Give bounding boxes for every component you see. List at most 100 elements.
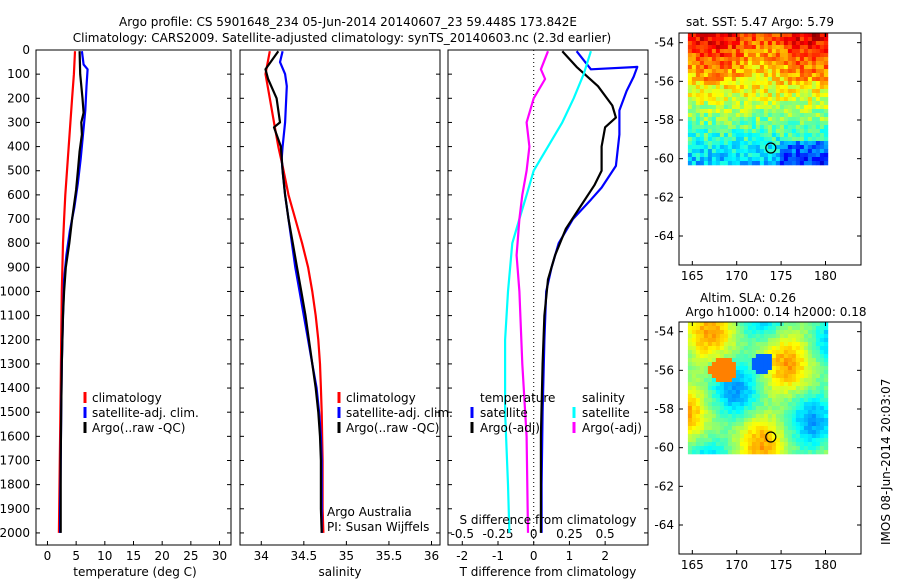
heatmap-cell [727, 65, 733, 70]
heatmap-cell [747, 73, 753, 78]
heatmap-cell [735, 145, 741, 150]
heatmap-cell [727, 410, 733, 415]
heatmap-cell [819, 370, 825, 375]
heatmap-cell [719, 61, 725, 66]
heatmap-cell [803, 398, 809, 403]
heatmap-cell [723, 101, 729, 106]
heatmap-cell [691, 77, 697, 82]
heatmap-cell [731, 145, 737, 150]
heatmap-cell [707, 89, 713, 94]
heatmap-cell [755, 342, 761, 347]
heatmap-cell [723, 129, 729, 134]
heatmap-cell [723, 65, 729, 70]
heatmap-cell [747, 101, 753, 106]
heatmap-cell [699, 53, 705, 58]
heatmap-cell [707, 113, 713, 118]
heatmap-cell [731, 57, 737, 62]
heatmap-cell [767, 149, 773, 154]
heatmap-cell [775, 418, 781, 423]
depth-tick-label: 200 [7, 91, 30, 105]
heatmap-cell [715, 157, 721, 162]
heatmap-cell [819, 390, 825, 395]
heatmap-cell [723, 141, 729, 146]
heatmap-cell [723, 93, 729, 98]
heatmap-cell [787, 334, 793, 339]
heatmap-cell [799, 422, 805, 427]
heatmap-cell [743, 382, 749, 387]
heatmap-cell [731, 105, 737, 110]
heatmap-cell [695, 129, 701, 134]
heatmap-cell [699, 414, 705, 419]
heatmap-cell [767, 414, 773, 419]
heatmap-cell [819, 386, 825, 391]
heatmap-cell [687, 65, 693, 70]
heatmap-cell [739, 149, 745, 154]
heatmap-cell [763, 378, 769, 383]
heatmap-cell [775, 41, 781, 46]
heatmap-cell [723, 422, 729, 427]
heatmap-cell [763, 97, 769, 102]
heatmap-cell [755, 41, 761, 46]
heatmap-cell [707, 101, 713, 106]
heatmap-cell [711, 145, 717, 150]
x-tick-label: 35.5 [376, 549, 403, 563]
heatmap-cell [783, 442, 789, 447]
heatmap-cell [735, 125, 741, 130]
heatmap-cell [811, 414, 817, 419]
heatmap-cell [727, 378, 733, 383]
heatmap-cell [795, 446, 801, 451]
heatmap-cell [783, 418, 789, 423]
heatmap-cell [711, 45, 717, 50]
heatmap-cell [715, 101, 721, 106]
heatmap-cell [747, 386, 753, 391]
heatmap-cell [727, 366, 733, 371]
heatmap-cell [691, 33, 697, 38]
heatmap-cell [691, 358, 697, 363]
heatmap-cell [807, 121, 813, 126]
heatmap-cell [823, 89, 829, 94]
heatmap-cell [771, 446, 777, 451]
heatmap-cell [735, 105, 741, 110]
heatmap-cell [795, 338, 801, 343]
depth-tick-label: 1200 [0, 333, 30, 347]
heatmap-cell [739, 161, 745, 166]
heatmap-cell [747, 326, 753, 331]
heatmap-cell [815, 438, 821, 443]
heatmap-cell [735, 434, 741, 439]
heatmap-cell [703, 366, 709, 371]
heatmap-cell [759, 85, 765, 90]
heatmap-cell [751, 398, 757, 403]
heatmap-cell [715, 334, 721, 339]
heatmap-cell [727, 157, 733, 162]
heatmap-cell [727, 153, 733, 158]
heatmap-cell [755, 141, 761, 146]
heatmap-cell [767, 338, 773, 343]
heatmap-cell [819, 145, 825, 150]
heatmap-cell [799, 426, 805, 431]
heatmap-cell [699, 406, 705, 411]
heatmap-cell [819, 322, 825, 327]
heatmap-cell [727, 350, 733, 355]
heatmap-cell [715, 85, 721, 90]
heatmap-cell [747, 398, 753, 403]
heatmap-cell [699, 129, 705, 134]
heatmap-cell [739, 358, 745, 363]
heatmap-cell [691, 69, 697, 74]
heatmap-cell [687, 426, 693, 431]
heatmap-cell [715, 362, 721, 367]
heatmap-cell [735, 153, 741, 158]
heatmap-cell [775, 414, 781, 419]
argo-profile-line [264, 50, 323, 533]
heatmap-cell [811, 53, 817, 58]
heatmap-cell [731, 350, 737, 355]
heatmap-cell [699, 342, 705, 347]
heatmap-cell [787, 97, 793, 102]
heatmap-cell [799, 109, 805, 114]
heatmap-cell [731, 342, 737, 347]
heatmap-cell [755, 386, 761, 391]
heatmap-cell [811, 326, 817, 331]
heatmap-cell [787, 398, 793, 403]
depth-tick-label: 500 [7, 164, 30, 178]
heatmap-cell [719, 398, 725, 403]
heatmap-cell [767, 77, 773, 82]
